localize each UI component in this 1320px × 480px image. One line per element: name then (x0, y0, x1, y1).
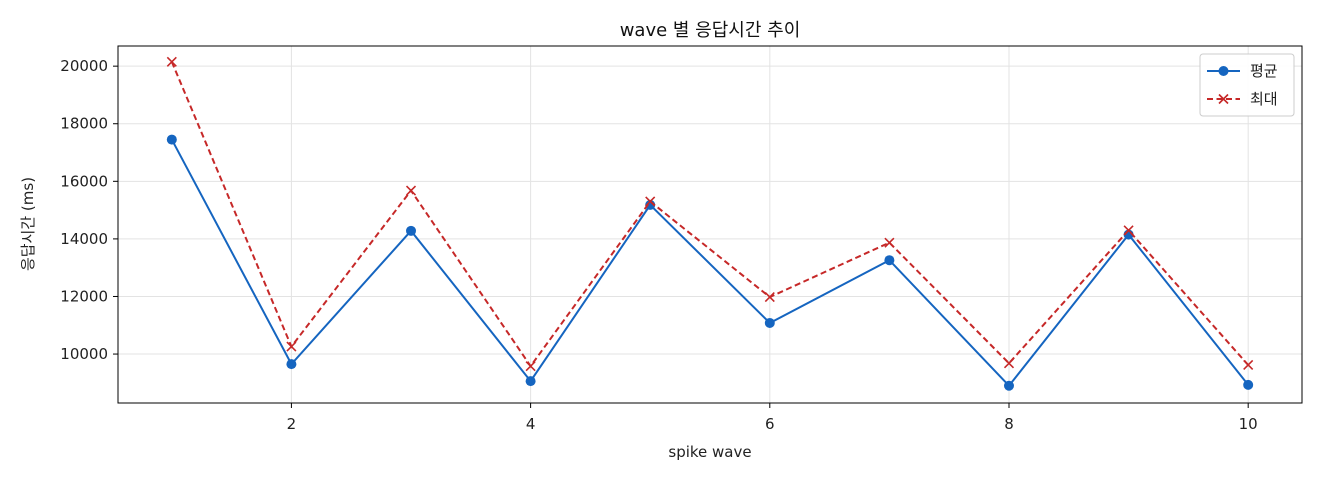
grid (118, 46, 1302, 403)
x-tick-label: 8 (1004, 415, 1014, 433)
data-point (166, 134, 177, 145)
legend-item: 최대 (1207, 90, 1278, 108)
y-axis-ticks: 10000 12000 14000 16000 18000 20000 (60, 57, 118, 363)
data-point (884, 255, 895, 266)
chart-title: wave 별 응답시간 추이 (620, 20, 801, 41)
y-tick-label: 14000 (60, 230, 108, 248)
data-point (1003, 358, 1015, 369)
series-max (166, 56, 1254, 372)
data-point (764, 317, 775, 328)
series-avg (166, 134, 1254, 391)
data-point (645, 196, 656, 207)
x-tick-label: 6 (765, 415, 775, 433)
legend-item: 평균 (1207, 62, 1278, 80)
series-line (170, 61, 1249, 368)
y-tick-label: 16000 (60, 172, 108, 190)
x-axis-ticks: 2 4 6 8 10 (287, 403, 1258, 433)
legend-marker (1218, 66, 1229, 76)
legend-marker (1218, 93, 1229, 105)
y-tick-label: 18000 (60, 115, 108, 133)
x-tick-label: 2 (287, 415, 297, 433)
series-layer (166, 56, 1254, 391)
y-tick-label: 20000 (60, 57, 108, 75)
data-point (406, 225, 417, 236)
legend-box (1199, 53, 1295, 117)
data-point (1243, 359, 1254, 371)
legend-label: 최대 (1250, 90, 1278, 108)
data-point (1003, 380, 1014, 391)
data-point (884, 237, 895, 248)
x-axis-label: spike wave (668, 443, 751, 461)
data-point (405, 185, 417, 196)
legend-label: 평균 (1250, 62, 1278, 80)
x-tick-label: 4 (526, 415, 536, 433)
data-point (1123, 225, 1134, 236)
data-point (525, 376, 536, 387)
data-point (1243, 379, 1254, 390)
data-point (525, 361, 536, 372)
data-point (286, 341, 297, 352)
y-tick-label: 10000 (60, 345, 108, 363)
y-axis-label: 응답시간 (ms) (19, 177, 37, 271)
data-point (166, 56, 177, 67)
data-point (764, 291, 775, 303)
data-point (286, 359, 297, 370)
y-tick-label: 12000 (60, 287, 108, 305)
x-tick-label: 10 (1239, 415, 1258, 433)
series-line (170, 139, 1249, 388)
plot-frame (117, 45, 1303, 404)
